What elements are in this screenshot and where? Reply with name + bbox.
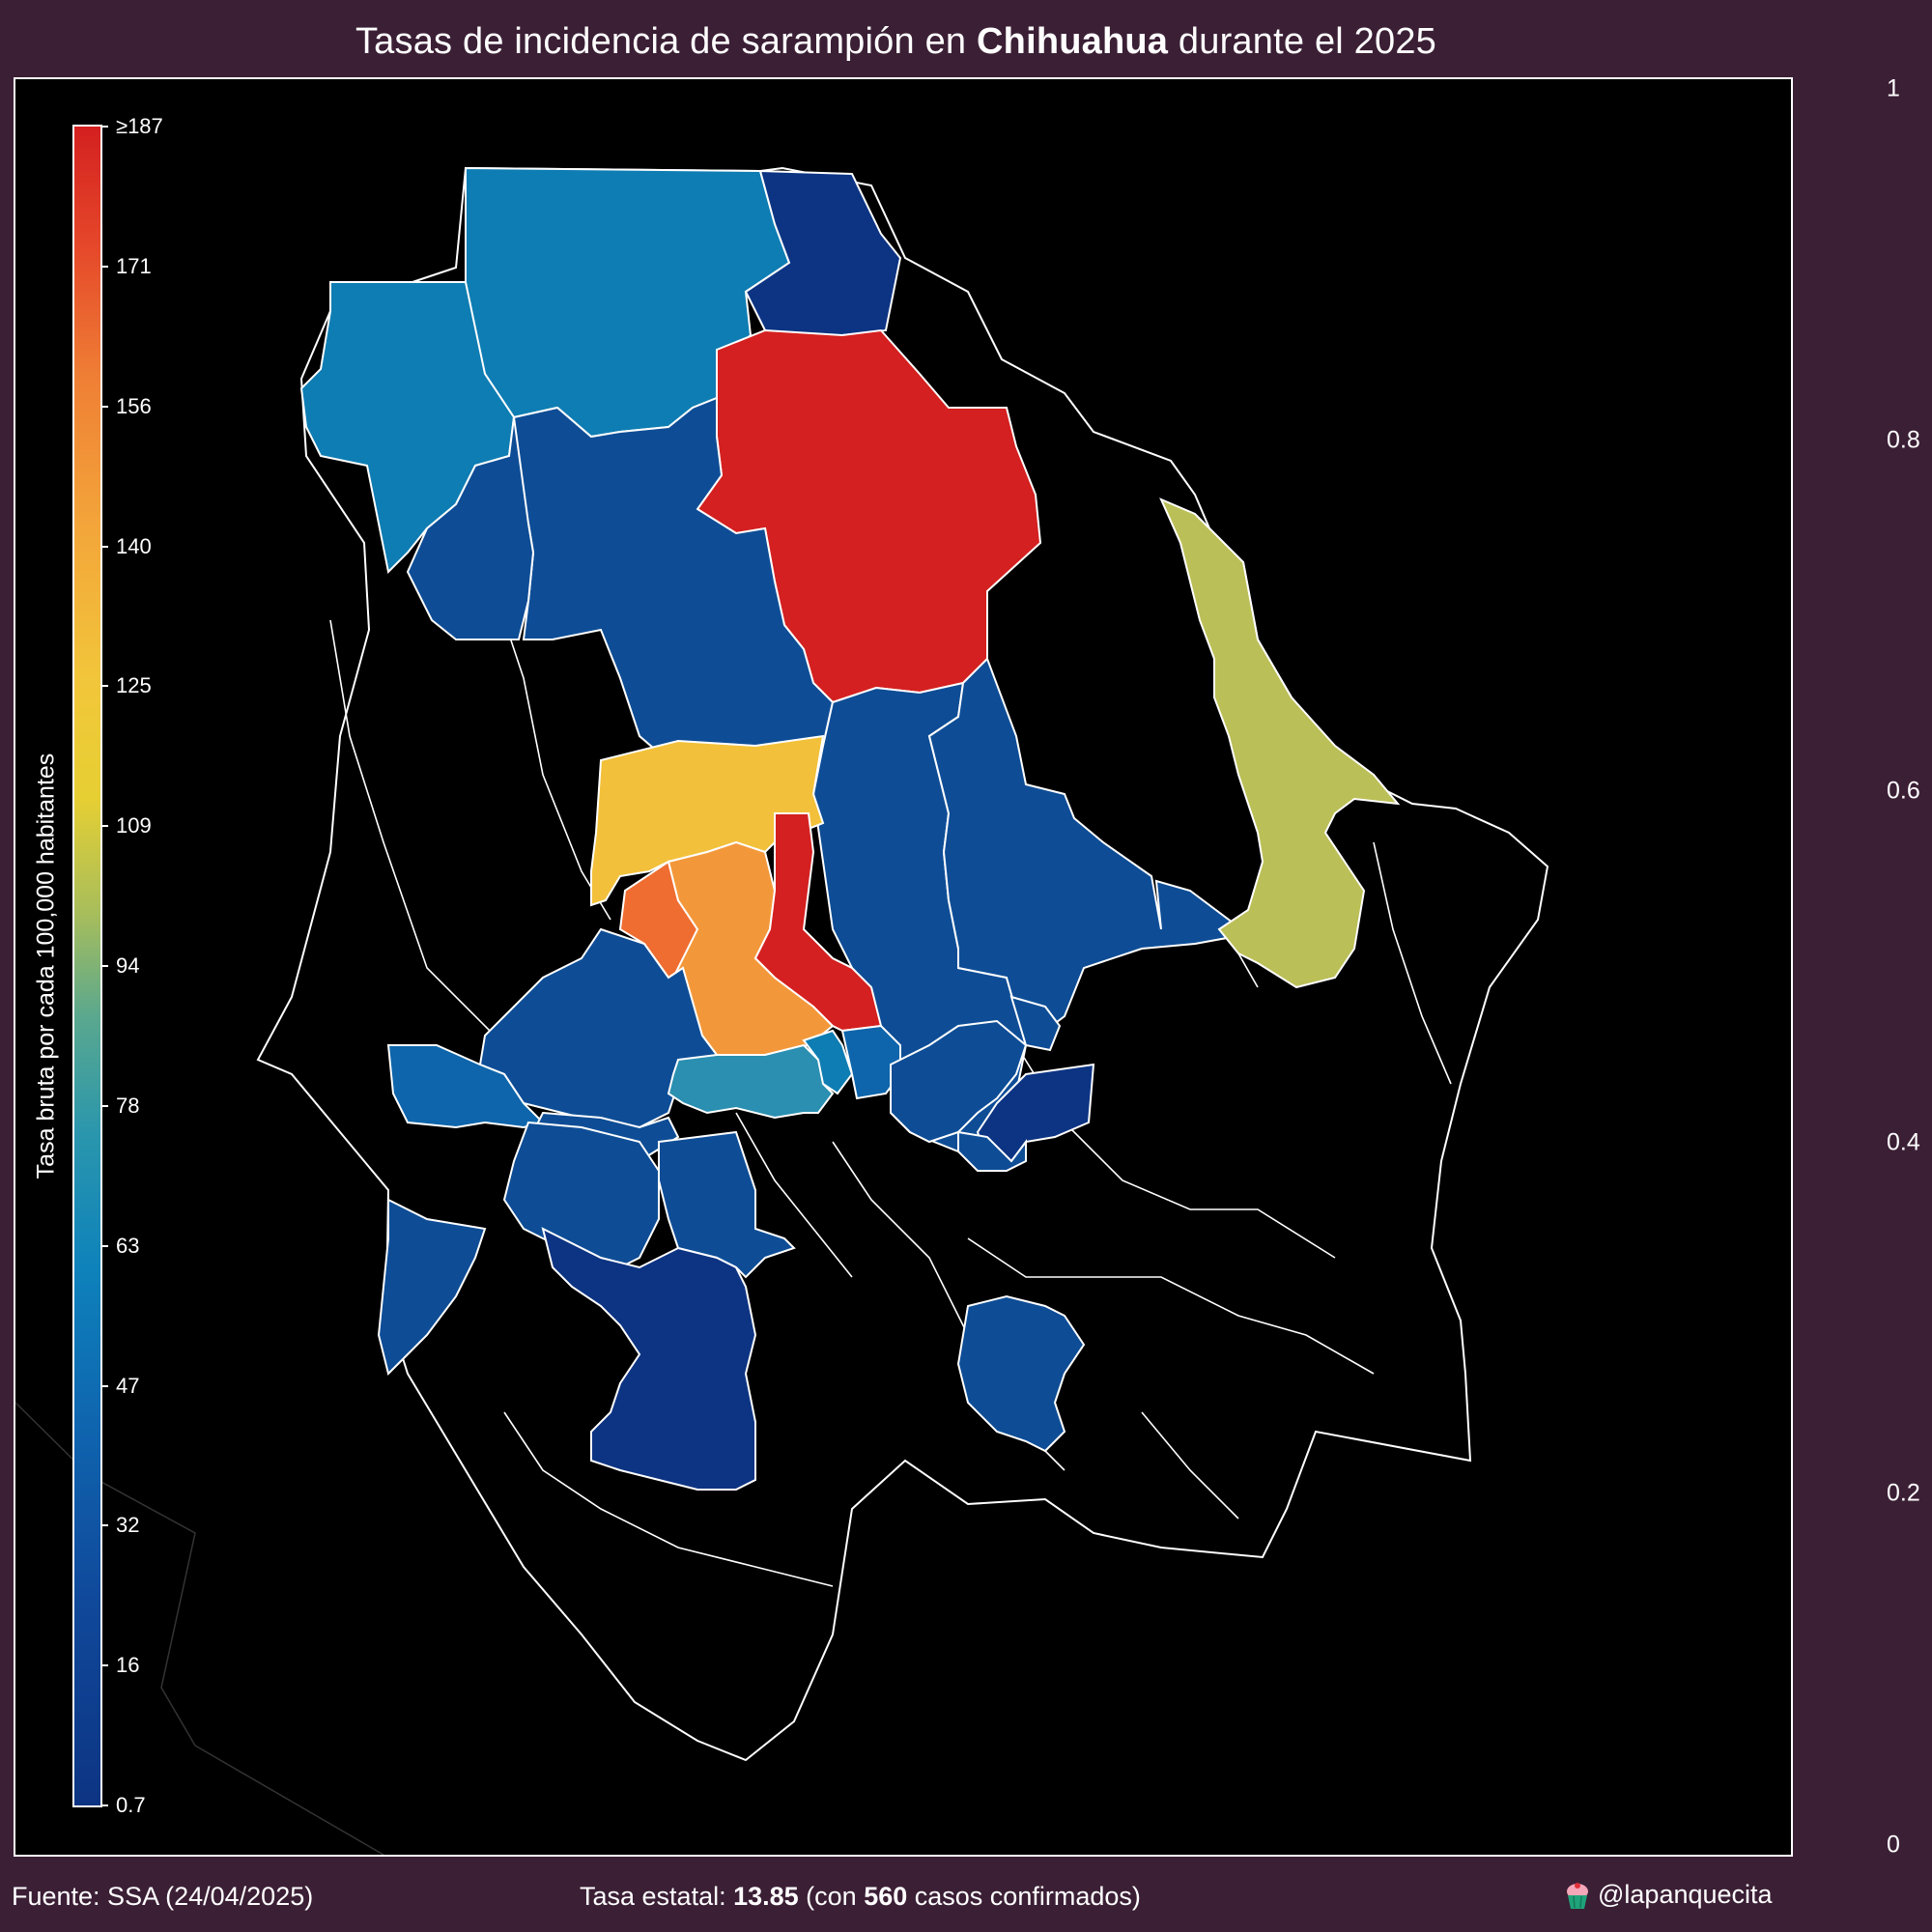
colorbar	[72, 125, 102, 1807]
footer-source: Fuente: SSA (24/04/2025)	[12, 1882, 314, 1911]
colorbar-tick-label: 94	[116, 953, 140, 978]
region-guachochi	[956, 1294, 1086, 1453]
right-axis-tick-label: 0.4	[1887, 1128, 1920, 1156]
right-axis-tick-label: 0.8	[1887, 426, 1920, 454]
region-bocoyna	[658, 1130, 796, 1279]
colorbar-tick-label: 78	[116, 1093, 140, 1118]
region-uruachi	[377, 1198, 487, 1376]
choropleth-map	[15, 166, 1549, 1855]
colorbar-tick-label: 32	[116, 1513, 140, 1538]
region-bocoyna-north	[802, 1029, 854, 1095]
neighbor-border	[15, 1402, 384, 1855]
colorbar-tick-mark	[100, 265, 108, 268]
rate-value: 13.85	[733, 1882, 799, 1911]
colorbar-tick-mark	[100, 1524, 108, 1527]
colorbar-tick-mark	[100, 545, 108, 548]
footer-handle: @lapanquecita	[1565, 1880, 1773, 1910]
title-prefix: Tasas de incidencia de sarampión en	[355, 21, 978, 62]
colorbar-tick-mark	[100, 1664, 108, 1667]
colorbar-tick-mark	[100, 1384, 108, 1387]
colorbar-tick-label: 140	[116, 533, 152, 558]
rate-prefix: Tasa estatal:	[580, 1882, 734, 1911]
colorbar-tick-mark	[100, 1244, 108, 1247]
region-ascension	[299, 281, 516, 575]
region-satevo	[890, 1019, 1028, 1144]
rate-mid: (con	[798, 1882, 865, 1911]
region-saucillo	[957, 1130, 1027, 1172]
region-casas-grandes	[406, 416, 535, 640]
region-delicias	[1009, 995, 1062, 1052]
colorbar-tick-mark	[100, 965, 108, 967]
region-carichi	[667, 1043, 835, 1120]
colorbar-tick-label: 125	[116, 673, 152, 698]
rate-suffix: casos confirmados)	[907, 1882, 1141, 1911]
colorbar-tick-mark	[100, 405, 108, 408]
right-axis-tick-label: 0.2	[1887, 1479, 1920, 1507]
colorbar-tick-mark	[100, 126, 108, 128]
title-suffix: durante el 2025	[1168, 21, 1437, 62]
colorbar-tick-mark	[100, 1804, 108, 1806]
colorbar-tick-label: 47	[116, 1373, 140, 1398]
region-buenaventura	[513, 396, 835, 767]
chart-title: Tasas de incidencia de sarampión en Chih…	[0, 21, 1792, 63]
colorbar-tick-label: 171	[116, 253, 152, 278]
handle-text: @lapanquecita	[1598, 1880, 1773, 1909]
colorbar-tick-label: 156	[116, 393, 152, 418]
colorbar-tick-label: 63	[116, 1233, 140, 1258]
colorbar-tick-label: 0.7	[116, 1793, 146, 1817]
right-axis-tick-label: 0	[1887, 1831, 1900, 1859]
colorbar-tick-label: ≥187	[116, 114, 163, 138]
right-axis-tick-label: 1	[1887, 74, 1900, 102]
footer-rate: Tasa estatal: 13.85 (con 560 casos confi…	[580, 1882, 1141, 1912]
map-panel	[14, 77, 1793, 1857]
colorbar-label: Tasa bruta por cada 100,000 habitantes	[32, 753, 60, 1179]
region-aldama	[927, 657, 1251, 1047]
title-state: Chihuahua	[977, 21, 1169, 62]
region-guazapares	[541, 1227, 757, 1491]
colorbar-tick-label: 16	[116, 1653, 140, 1678]
cupcake-icon	[1567, 1882, 1588, 1909]
municipality-regions	[299, 166, 1401, 1491]
case-count: 560	[864, 1882, 908, 1911]
colorbar-tick-mark	[100, 685, 108, 688]
region-ojinaga	[1159, 497, 1401, 989]
colorbar-tick-mark	[100, 1104, 108, 1107]
colorbar-tick-label: 109	[116, 813, 152, 838]
colorbar-tick-mark	[100, 825, 108, 828]
right-axis-tick-label: 0.6	[1887, 777, 1920, 805]
